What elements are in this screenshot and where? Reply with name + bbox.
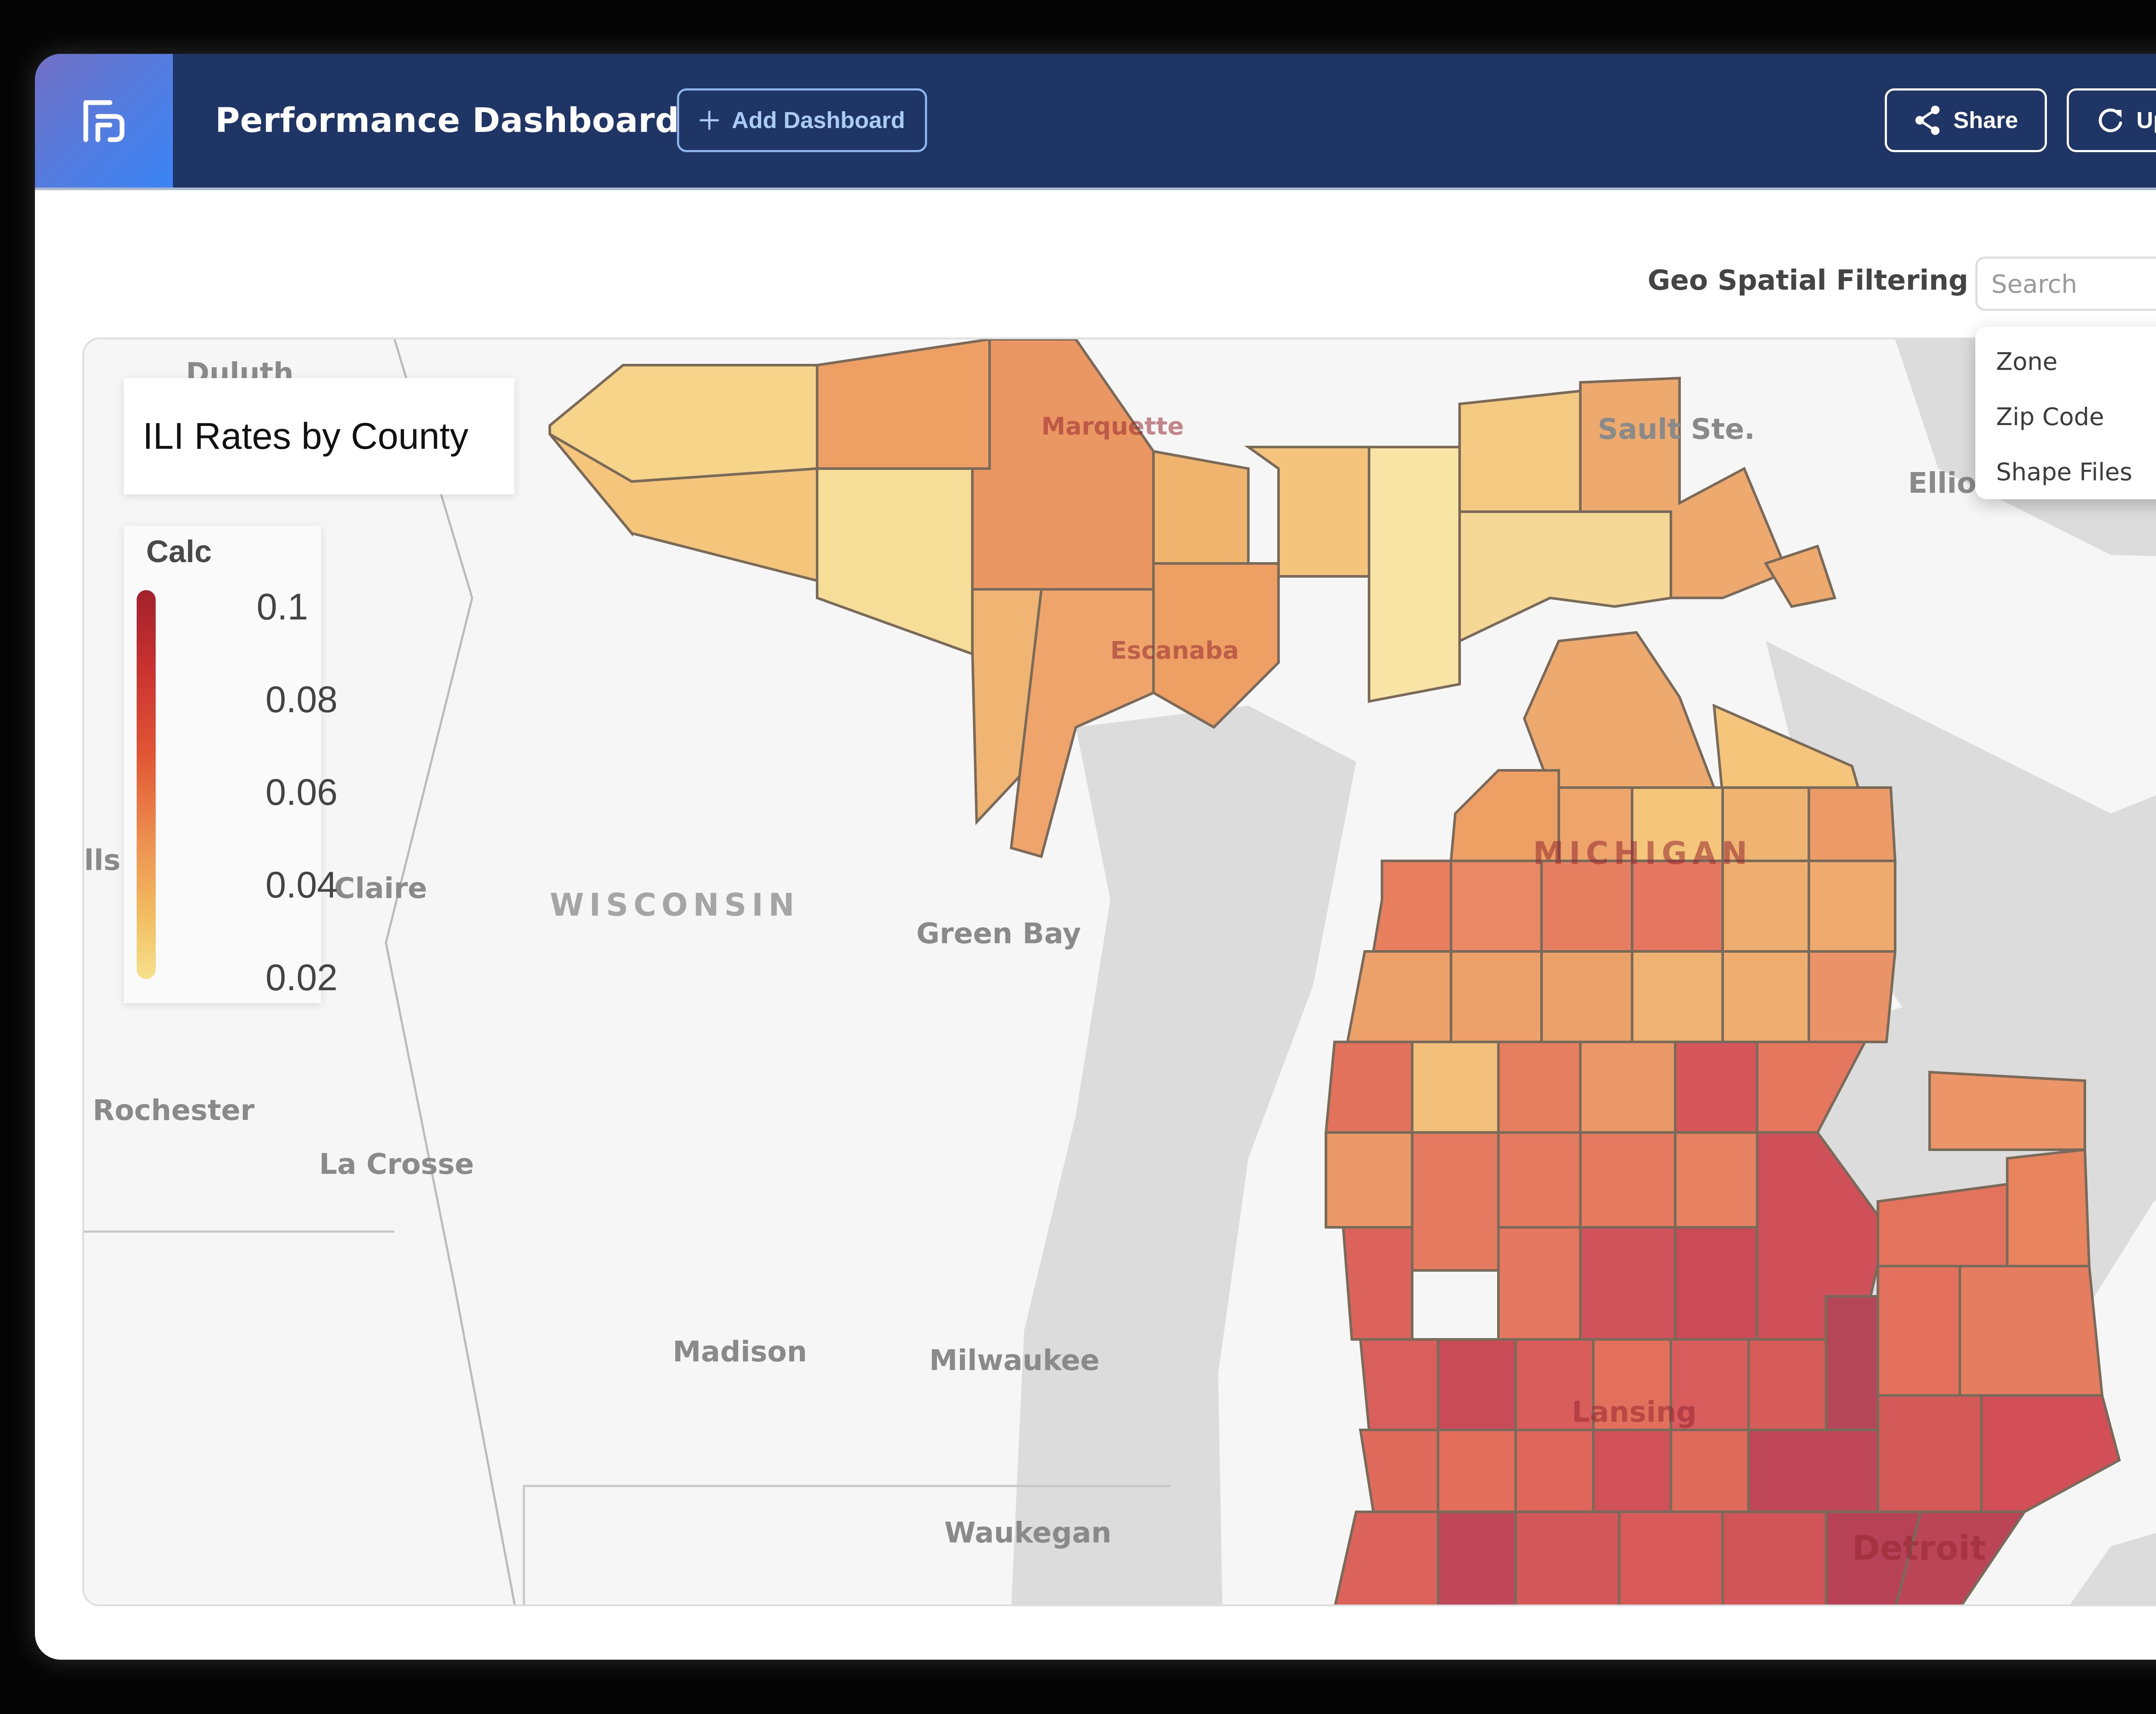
share-icon — [1915, 106, 1940, 135]
option-zip-code[interactable]: Zip Code — [1996, 403, 2104, 431]
map-label-escanaba: Escanaba — [1110, 637, 1239, 665]
legend-tick-0.04: 0.04 — [265, 864, 338, 906]
map-label-falls: lls — [84, 844, 121, 877]
top-bar: Performance Dashboard Add Dashboard Shar… — [35, 54, 2156, 190]
legend-tick-0.06: 0.06 — [265, 772, 338, 813]
geo-filter-label: Geo Spatial Filtering — [1648, 265, 1968, 297]
map-label-sault-ste: Sault Ste. — [1598, 413, 1755, 446]
option-shape-files[interactable]: Shape Files — [1996, 458, 2133, 486]
map-label-milwaukee: Milwaukee — [929, 1344, 1100, 1377]
choropleth-map[interactable]: Duluth Marquette Sault Ste. Elliot Escan… — [82, 338, 2156, 1606]
map-label-la-crosse: La Crosse — [319, 1148, 474, 1181]
legend-color-bar — [137, 590, 156, 979]
map-label-lansing: Lansing — [1572, 1395, 1697, 1429]
share-button[interactable]: Share — [1885, 88, 2047, 152]
update-button[interactable]: Update — [2067, 88, 2156, 152]
add-dashboard-button[interactable]: Add Dashboard — [677, 88, 927, 152]
legend-tick-0.02: 0.02 — [265, 957, 338, 998]
map-canvas[interactable] — [84, 339, 2156, 1606]
map-label-michigan: MICHIGAN — [1533, 835, 1753, 871]
geo-filter-select[interactable] — [1975, 256, 2156, 311]
geo-filter-search-input[interactable] — [1990, 259, 2156, 310]
page-title: Performance Dashboard — [215, 101, 680, 140]
app-window: Performance Dashboard Add Dashboard Shar… — [35, 54, 2156, 1660]
map-label-madison: Madison — [673, 1335, 807, 1368]
update-label: Update — [2136, 107, 2156, 133]
share-label: Share — [1953, 107, 2018, 133]
app-logo-icon — [83, 100, 125, 142]
geo-filter-dropdown: Zone Zip Code Shape Files — [1975, 327, 2156, 499]
legend-tick-0.08: 0.08 — [265, 679, 338, 720]
map-label-marquette: Marquette — [1041, 413, 1184, 441]
app-logo[interactable] — [35, 54, 173, 188]
map-title: ILI Rates by County — [143, 416, 469, 457]
legend-title: Calc — [146, 535, 212, 569]
map-label-wisconsin: WISCONSIN — [550, 887, 800, 923]
map-label-eau-claire: Claire — [334, 872, 427, 905]
option-zone[interactable]: Zone — [1996, 348, 2058, 376]
map-label-green-bay: Green Bay — [916, 917, 1081, 950]
legend-tick-0.1: 0.1 — [257, 586, 308, 628]
add-dashboard-label: Add Dashboard — [731, 107, 906, 133]
map-label-detroit: Detroit — [1852, 1529, 1987, 1568]
map-label-waukegan: Waukegan — [944, 1516, 1112, 1549]
plus-icon — [699, 110, 719, 130]
color-legend: Calc 0.1 0.08 0.06 0.04 0.02 — [124, 525, 338, 1003]
refresh-icon — [2099, 108, 2122, 132]
map-title-box: ILI Rates by County — [124, 378, 514, 494]
map-label-rochester: Rochester — [93, 1094, 255, 1127]
